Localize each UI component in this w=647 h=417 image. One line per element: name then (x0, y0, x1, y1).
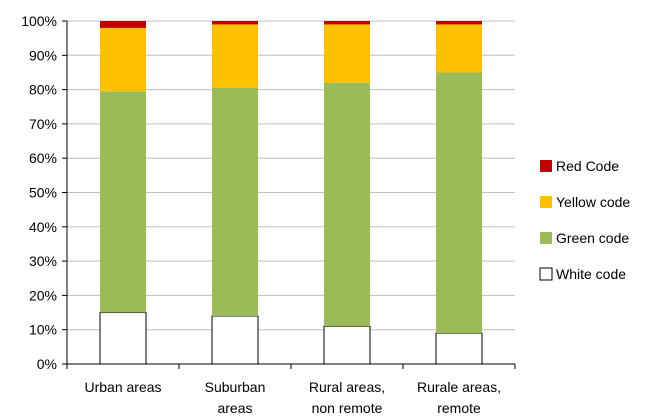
bar-segment (100, 91, 146, 313)
y-tick-labels: 0% 10% 20% 30% 40% 50% 60% 70% 80% 90% 100% (21, 13, 57, 372)
bar-segment (436, 24, 482, 73)
y-tick-label: 40% (29, 219, 57, 235)
y-tick-label: 10% (29, 322, 57, 338)
legend-swatch (539, 267, 553, 281)
legend-label: Red Code (556, 158, 619, 174)
legend: Red Code Yellow code Green code White code (539, 158, 630, 282)
axes (62, 20, 516, 369)
bar-segment (324, 24, 370, 83)
bar-segment (324, 82, 370, 327)
legend-swatch (540, 160, 552, 172)
x-tick-label: Rurale areas, (417, 379, 501, 395)
bar-segment (99, 312, 147, 365)
bar-segment (212, 87, 258, 316)
bar-segment (100, 27, 146, 92)
legend-swatch (540, 232, 552, 244)
legend-swatch (540, 196, 552, 208)
x-tick-label: Rural areas, (309, 379, 385, 395)
y-tick-label: 60% (29, 150, 57, 166)
x-tick-label: Urban areas (84, 379, 161, 395)
bar-segment (435, 332, 483, 365)
bar-segment (211, 315, 259, 365)
x-tick-labels: Urban areas Suburban areas Rural areas, non … (84, 379, 501, 416)
y-tick-label: 90% (29, 47, 57, 63)
bar-segment (323, 325, 371, 365)
y-tick-label: 30% (29, 253, 57, 269)
bar-segment (212, 21, 258, 25)
x-tick-label: Suburban (205, 379, 266, 395)
y-tick-label: 100% (21, 13, 57, 29)
y-tick-label: 70% (29, 116, 57, 132)
bar-segment (324, 21, 370, 25)
x-tick-label: non remote (312, 400, 383, 416)
bar-segment (100, 21, 146, 28)
x-tick-label: remote (437, 400, 481, 416)
y-tick-label: 80% (29, 82, 57, 98)
y-tick-label: 50% (29, 185, 57, 201)
legend-label: Green code (556, 230, 629, 246)
bars (99, 21, 483, 365)
legend-label: White code (556, 266, 626, 282)
x-tick-label: areas (217, 400, 252, 416)
y-tick-label: 20% (29, 287, 57, 303)
bar-segment (212, 24, 258, 88)
y-tick-label: 0% (37, 356, 57, 372)
bar-segment (436, 21, 482, 25)
bar-segment (436, 72, 482, 334)
legend-label: Yellow code (556, 194, 630, 210)
